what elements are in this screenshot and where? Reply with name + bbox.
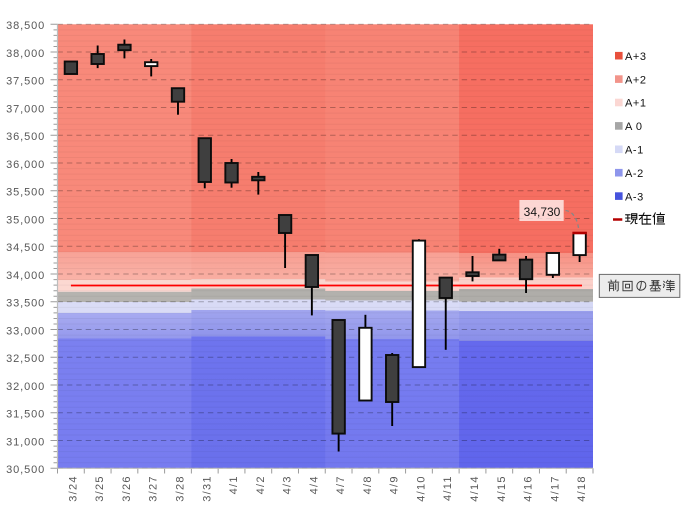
- svg-text:4/4: 4/4: [308, 475, 320, 494]
- svg-text:34,730: 34,730: [524, 205, 561, 219]
- svg-text:31,000: 31,000: [6, 436, 45, 448]
- svg-text:38,500: 38,500: [6, 20, 45, 32]
- svg-text:37,500: 37,500: [6, 76, 45, 88]
- svg-text:4/7: 4/7: [335, 475, 347, 494]
- svg-text:35,000: 35,000: [6, 214, 45, 226]
- svg-text:3/26: 3/26: [121, 475, 133, 502]
- svg-text:30,500: 30,500: [6, 464, 45, 476]
- svg-text:4/18: 4/18: [576, 475, 588, 502]
- svg-text:A+1: A+1: [625, 98, 647, 110]
- svg-text:35,500: 35,500: [6, 187, 45, 199]
- svg-text:A 0: A 0: [625, 121, 643, 133]
- svg-text:3/31: 3/31: [201, 475, 213, 502]
- svg-text:4/9: 4/9: [389, 475, 401, 494]
- svg-text:A-2: A-2: [625, 168, 644, 180]
- svg-text:4/1: 4/1: [228, 475, 240, 494]
- svg-text:37,000: 37,000: [6, 103, 45, 115]
- svg-text:4/17: 4/17: [549, 475, 561, 502]
- svg-text:4/11: 4/11: [442, 475, 454, 501]
- svg-text:36,000: 36,000: [6, 159, 45, 171]
- svg-text:34,500: 34,500: [6, 242, 45, 254]
- svg-text:34,000: 34,000: [6, 270, 45, 282]
- svg-text:3/28: 3/28: [174, 475, 186, 502]
- svg-text:3/24: 3/24: [67, 475, 79, 502]
- svg-text:4/2: 4/2: [255, 475, 267, 494]
- svg-text:32,500: 32,500: [6, 353, 45, 365]
- svg-text:3/27: 3/27: [148, 475, 160, 502]
- svg-text:A-1: A-1: [625, 145, 644, 157]
- svg-text:4/14: 4/14: [469, 475, 481, 502]
- svg-text:4/8: 4/8: [362, 475, 374, 494]
- svg-text:4/3: 4/3: [282, 475, 294, 494]
- svg-text:4/10: 4/10: [415, 475, 427, 502]
- svg-text:33,500: 33,500: [6, 298, 45, 310]
- svg-text:38,000: 38,000: [6, 48, 45, 60]
- svg-text:A+3: A+3: [625, 51, 647, 63]
- svg-text:31,500: 31,500: [6, 409, 45, 421]
- svg-text:A+2: A+2: [625, 74, 647, 86]
- svg-text:A-3: A-3: [625, 191, 644, 203]
- svg-text:4/15: 4/15: [496, 475, 508, 502]
- svg-text:33,000: 33,000: [6, 325, 45, 337]
- svg-text:3/25: 3/25: [94, 475, 106, 502]
- svg-text:36,500: 36,500: [6, 131, 45, 143]
- svg-text:32,000: 32,000: [6, 381, 45, 393]
- svg-text:4/16: 4/16: [523, 475, 535, 502]
